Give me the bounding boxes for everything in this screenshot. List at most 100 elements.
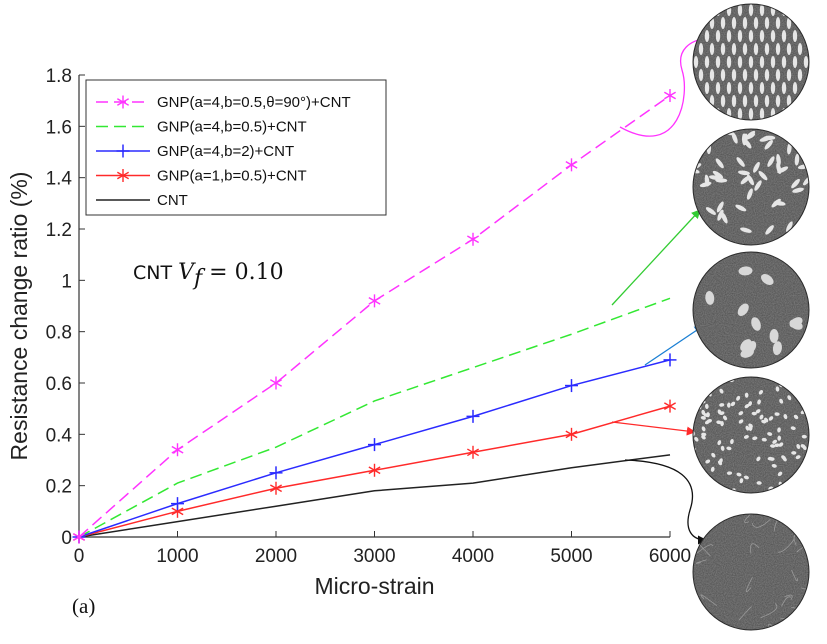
platelet	[731, 69, 737, 81]
annotation-value: = 0.10	[202, 260, 283, 285]
platelet	[701, 432, 707, 437]
platelet	[792, 82, 798, 94]
legend-item: GNP(a=4,b=0.5,θ=90°)+CNT	[96, 94, 351, 111]
platelet	[737, 108, 743, 120]
platelet	[770, 444, 776, 448]
platelet	[705, 459, 711, 464]
arrow-green	[611, 209, 701, 306]
nanotube	[708, 514, 718, 523]
platelet	[720, 69, 726, 81]
micrograph-small-round-platelets	[692, 376, 810, 494]
platelet	[738, 170, 750, 176]
legend: GNP(a=4,b=0.5,θ=90°)+CNT GNP(a=4,b=0.5)+C…	[85, 79, 387, 216]
platelet	[772, 439, 778, 444]
platelet	[694, 436, 699, 442]
platelet	[801, 434, 807, 439]
platelet	[706, 142, 712, 155]
platelet	[726, 108, 732, 120]
annotation-symbol: V	[178, 260, 196, 285]
platelet	[753, 69, 759, 81]
nanotube	[800, 575, 809, 590]
nanotube	[745, 577, 753, 593]
platelet	[764, 17, 770, 29]
platelet	[711, 452, 716, 458]
series	[78, 454, 671, 538]
svg-text:CNT Vf = 0.10: CNT Vf = 0.10	[133, 260, 284, 291]
nanotube	[784, 594, 793, 600]
platelet	[743, 138, 752, 149]
platelet	[791, 451, 797, 455]
platelet	[770, 82, 776, 94]
platelet	[709, 377, 715, 380]
platelet	[693, 4, 699, 16]
platelet	[704, 108, 710, 120]
platelet	[803, 175, 809, 186]
platelet	[736, 395, 741, 401]
platelet	[712, 170, 724, 179]
platelet	[772, 341, 782, 356]
platelet	[783, 414, 788, 420]
platelet	[742, 69, 748, 81]
platelet	[759, 414, 764, 420]
platelet	[730, 401, 736, 407]
platelet	[722, 415, 728, 421]
platelet	[701, 426, 706, 432]
platelet	[770, 108, 776, 120]
platelet	[731, 43, 737, 55]
nanotube	[791, 569, 798, 582]
legend-label: CNT	[157, 192, 188, 209]
platelet	[775, 386, 780, 392]
platelet	[726, 446, 732, 451]
platelet	[709, 69, 715, 81]
platelet	[736, 472, 742, 477]
platelet	[768, 416, 774, 421]
platelet	[719, 411, 725, 415]
micrograph-randomly-oriented-elongated-platelets	[692, 128, 810, 246]
platelet	[758, 170, 768, 181]
platelet	[748, 30, 754, 42]
y-tick-label: 0	[61, 528, 72, 549]
platelet	[696, 228, 708, 234]
platelet	[764, 417, 769, 423]
legend-item: CNT	[96, 192, 188, 209]
x-tick-label: 0	[74, 546, 85, 567]
platelet	[793, 414, 799, 420]
series-line	[78, 454, 671, 538]
nanotube	[784, 514, 800, 529]
platelet	[705, 290, 715, 305]
data-point	[269, 379, 283, 387]
platelet	[753, 161, 760, 173]
data-point	[368, 297, 381, 305]
platelet	[759, 82, 765, 94]
inset-arrows	[611, 34, 709, 545]
platelet	[706, 377, 711, 381]
platelet	[752, 436, 758, 441]
platelet	[771, 198, 781, 208]
platelet	[792, 108, 798, 120]
platelet	[726, 82, 732, 94]
platelet	[740, 227, 752, 233]
platelet	[808, 95, 809, 107]
platelet	[726, 30, 732, 42]
platelet	[731, 17, 737, 29]
platelet	[777, 427, 781, 433]
platelet	[753, 43, 759, 55]
platelet	[740, 339, 752, 352]
nanotube	[695, 559, 707, 564]
platelet	[704, 30, 710, 42]
platelet	[754, 180, 762, 191]
legend-label: GNP(a=4,b=0.5,θ=90°)+CNT	[157, 94, 351, 111]
platelet	[800, 467, 805, 473]
platelet	[774, 412, 780, 416]
platelet	[792, 56, 798, 68]
inset-border	[692, 3, 810, 121]
platelet	[719, 388, 724, 394]
platelet	[759, 30, 765, 42]
platelet	[759, 56, 765, 68]
platelet	[745, 425, 750, 431]
data-point	[466, 448, 480, 457]
platelet	[701, 435, 706, 440]
platelet	[764, 69, 770, 81]
platelet	[786, 43, 792, 55]
platelet	[786, 221, 793, 233]
